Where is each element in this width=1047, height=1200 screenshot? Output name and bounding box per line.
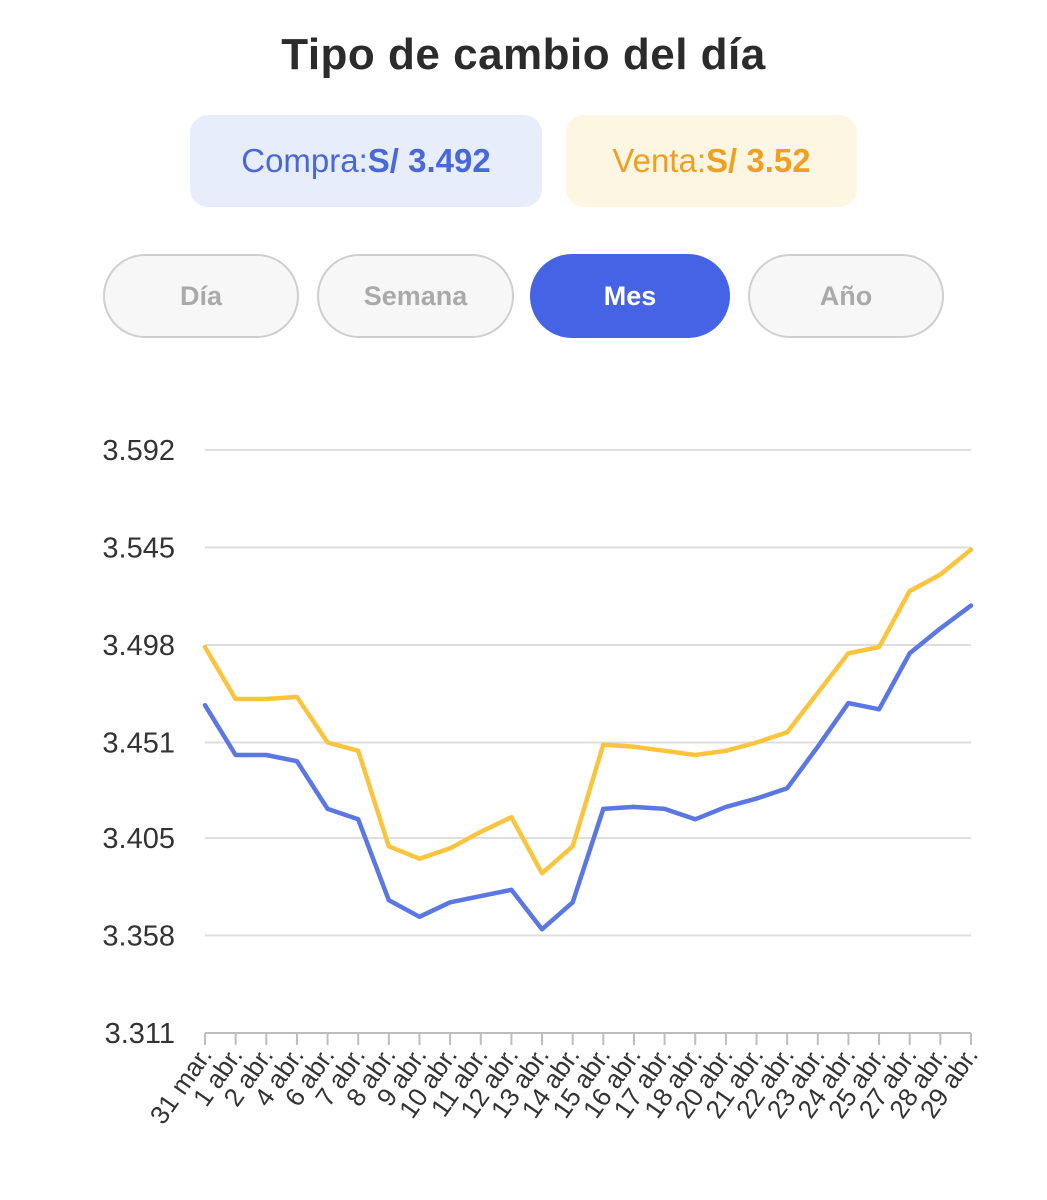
tab-dia[interactable]: Día <box>103 254 299 338</box>
buy-rate-label: Compra: <box>241 142 368 179</box>
tab-mes[interactable]: Mes <box>530 254 730 338</box>
sell-series-line <box>202 547 974 876</box>
y-tick-label: 3.451 <box>102 728 175 760</box>
y-tick-label: 3.545 <box>102 533 175 565</box>
buy-rate-card: Compra: S/ 3.492 <box>190 115 542 207</box>
buy-rate-value: S/ 3.492 <box>367 142 491 179</box>
period-tabs: Día Semana Mes Año <box>0 254 1047 342</box>
tab-semana[interactable]: Semana <box>317 254 514 338</box>
page-title: Tipo de cambio del día <box>281 30 766 79</box>
x-axis: 31 mar.1 abr.2 abr.4 abr.6 abr.7 abr.8 a… <box>144 1033 984 1129</box>
y-tick-label: 3.498 <box>102 630 175 662</box>
y-tick-label: 3.405 <box>102 823 175 855</box>
chart-grid <box>205 449 971 1034</box>
y-tick-label: 3.592 <box>102 435 175 467</box>
y-tick-label: 3.358 <box>102 920 175 952</box>
sell-rate-value: S/ 3.52 <box>706 142 811 179</box>
buy-series-line <box>202 603 974 932</box>
sell-rate-label: Venta: <box>612 142 706 179</box>
y-tick-label: 3.311 <box>105 1018 175 1050</box>
sell-rate-card: Venta: S/ 3.52 <box>566 115 857 207</box>
tab-ano[interactable]: Año <box>748 254 944 338</box>
y-axis: 3.311 3.358 3.405 3.451 3.498 3.545 3.592 <box>102 435 175 1050</box>
exchange-rate-chart: 3.311 3.358 3.405 3.451 3.498 3.545 3.592 31 m… <box>102 435 984 1129</box>
chart-series <box>202 547 974 932</box>
